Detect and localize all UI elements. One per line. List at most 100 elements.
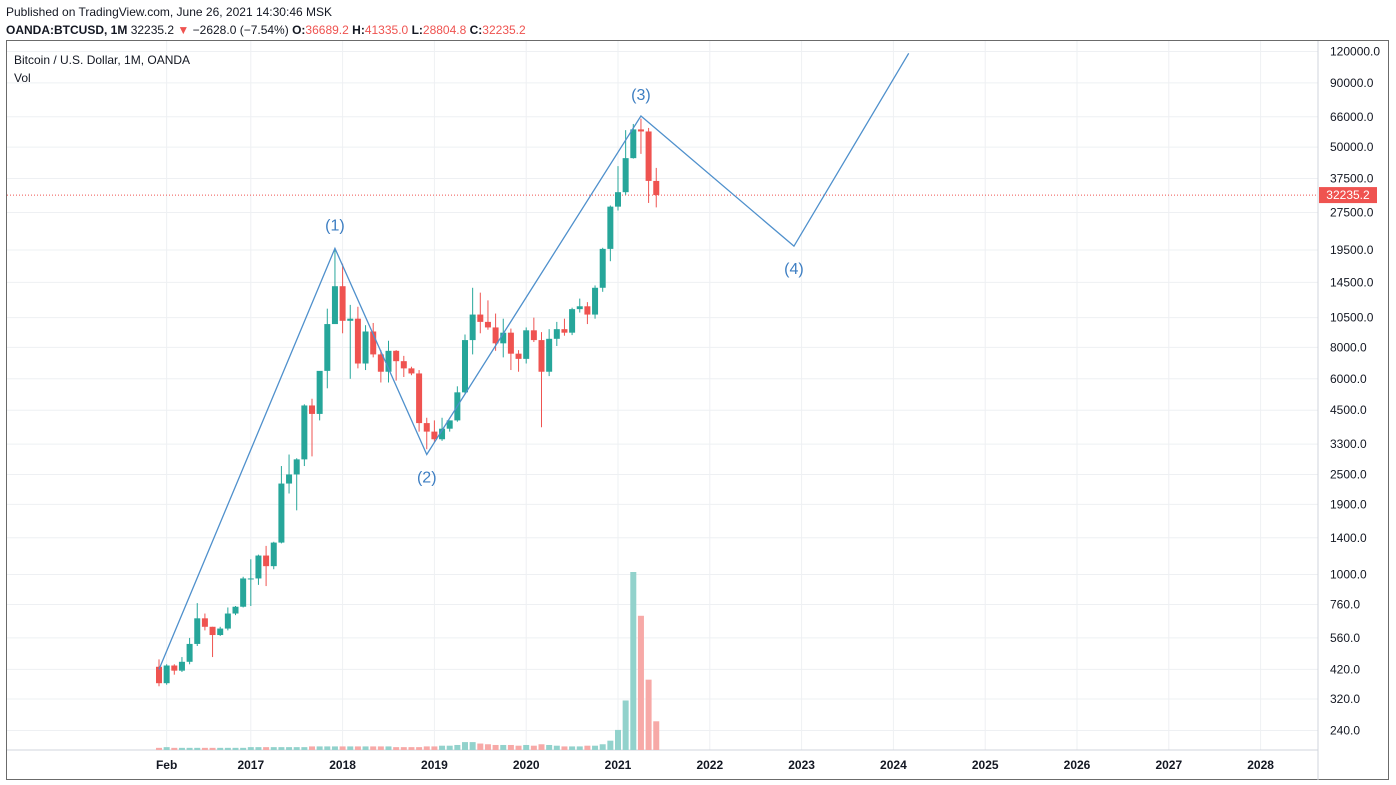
open-value: 36689.2	[305, 23, 349, 37]
y-tick-label: 320.0	[1330, 692, 1360, 706]
candle-body	[607, 206, 614, 249]
candle-body	[576, 306, 583, 310]
volume-bar	[469, 742, 476, 750]
volume-bar	[515, 745, 522, 750]
candle-body	[217, 628, 224, 636]
volume-bar	[615, 729, 621, 750]
last-price-line: 32235.2	[7, 187, 1377, 204]
candle-body	[561, 329, 568, 333]
x-tick-label: 2018	[329, 758, 356, 772]
candle-body	[653, 180, 660, 196]
last-price-tag-label: 32235.2	[1326, 188, 1370, 202]
candle-body	[293, 459, 300, 475]
candle-body	[186, 643, 193, 662]
volume-bar	[324, 746, 331, 750]
candle-body	[423, 423, 430, 432]
candle-body	[301, 405, 308, 460]
x-tick-label: 2021	[605, 758, 632, 772]
volume-bar	[446, 745, 453, 750]
candle-body	[385, 350, 392, 372]
candle-body	[224, 613, 231, 629]
symbol: OANDA:BTCUSD, 1M	[6, 23, 128, 37]
wave-label: (4)	[784, 261, 804, 278]
candle-body	[156, 666, 162, 684]
candle-body	[400, 361, 407, 369]
candle-body	[331, 286, 338, 325]
volume-legend: Vol	[14, 71, 31, 85]
candle-body	[263, 555, 270, 567]
volume-bar	[339, 746, 346, 750]
wave-label: (1)	[325, 217, 345, 234]
volume-bar	[637, 615, 644, 750]
volume-bar	[500, 744, 507, 750]
volume-bar	[507, 744, 514, 750]
candle-body	[630, 129, 637, 159]
candle-body	[645, 131, 652, 181]
volume-bar	[278, 747, 285, 750]
volume-bar	[178, 747, 185, 750]
candle-body	[622, 158, 629, 193]
volume-bar	[462, 742, 468, 750]
volume-bar	[377, 746, 384, 750]
low-value: 28804.8	[422, 23, 467, 37]
volume-bar	[293, 747, 300, 750]
y-tick-label: 560.0	[1330, 631, 1360, 645]
volume-bar	[569, 746, 576, 750]
y-tick-label: 19500.0	[1330, 243, 1374, 257]
candle-body	[194, 618, 201, 644]
y-tick-label: 6000.0	[1330, 372, 1367, 386]
y-tick-label: 66000.0	[1330, 110, 1374, 124]
open-label: O:	[292, 23, 306, 37]
y-tick-label: 120000.0	[1330, 44, 1380, 58]
volume-bar	[423, 746, 430, 750]
candle-body	[171, 665, 178, 671]
candle-body	[599, 248, 606, 288]
candle-body	[309, 405, 315, 414]
candle-body	[584, 306, 591, 315]
y-tick-label: 760.0	[1330, 598, 1360, 612]
y-tick-label: 90000.0	[1330, 76, 1374, 90]
volume-bar	[546, 744, 553, 750]
close-label: C:	[469, 23, 483, 37]
candle-body	[316, 370, 323, 414]
candle-body	[484, 321, 491, 328]
volume-bar	[484, 744, 491, 750]
candle-body	[393, 350, 400, 362]
volume-bar	[255, 747, 262, 750]
volume-bar	[309, 746, 315, 750]
high-value: 41335.0	[364, 23, 409, 37]
y-tick-label: 27500.0	[1330, 205, 1374, 219]
price-axis: 120000.0 90000.0 66000.0 50000.0 37500.0 2750…	[1330, 44, 1380, 737]
y-tick-label: 14500.0	[1330, 275, 1374, 289]
candle-body	[462, 340, 468, 393]
volume-bar	[439, 745, 446, 750]
y-tick-label: 1000.0	[1330, 568, 1367, 582]
high-label: H:	[352, 23, 365, 37]
y-tick-label: 8000.0	[1330, 340, 1367, 354]
candle-body	[523, 330, 530, 359]
volume-bar	[263, 747, 270, 750]
x-tick-label: 2019	[421, 758, 448, 772]
change: −2628.0 (−7.54%)	[192, 23, 289, 37]
y-tick-label: 37500.0	[1330, 172, 1374, 186]
volume-bar	[622, 700, 629, 750]
x-tick-label: Feb	[156, 758, 177, 772]
candle-body	[255, 555, 262, 579]
volume-bar	[270, 747, 277, 750]
candle-body	[286, 474, 293, 484]
volume-bar	[416, 747, 423, 750]
candle-body	[515, 353, 522, 359]
y-tick-label: 1900.0	[1330, 497, 1367, 511]
volume-bar	[286, 747, 293, 750]
volume-bar	[240, 747, 247, 750]
volume-bar	[477, 743, 484, 750]
y-tick-label: 50000.0	[1330, 140, 1374, 154]
volume-bar	[431, 746, 438, 750]
low-label: L:	[411, 23, 423, 37]
volume-bar	[301, 747, 308, 750]
volume-bar	[408, 747, 415, 750]
candle-body	[339, 286, 346, 321]
candle-body	[492, 327, 499, 344]
x-tick-label: 2027	[1155, 758, 1182, 772]
